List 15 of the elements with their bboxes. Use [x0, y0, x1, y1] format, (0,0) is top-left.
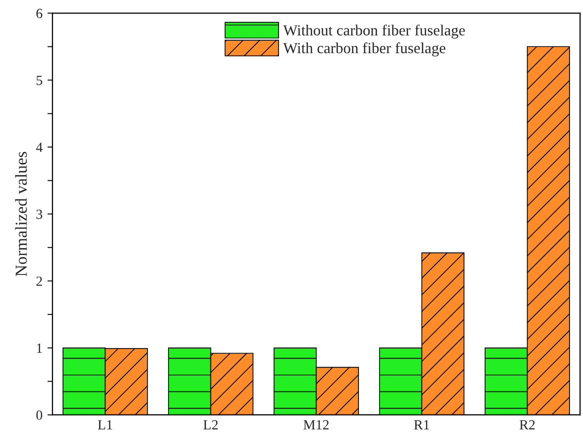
y-tick-label: 2 [36, 276, 42, 286]
x-tick-label: L1 [98, 420, 112, 430]
legend-label: With carbon fiber fuselage [283, 42, 446, 56]
x-tick-label: M12 [304, 420, 329, 430]
y-tick-label: 1 [37, 344, 42, 353]
x-tick-label: R2 [520, 420, 535, 430]
x-tick-label: R1 [414, 420, 430, 430]
y-tick-label: 4 [36, 142, 43, 152]
y-tick-label: 0 [36, 410, 42, 420]
y-tick-label: 5 [36, 76, 42, 86]
y-tick-label: 3 [36, 210, 42, 219]
y-tick-label: 6 [36, 8, 42, 18]
legend-label: Without carbon fiber fuselage [283, 24, 465, 39]
y-axis-title: Normalized values [15, 152, 27, 276]
x-tick-label: L2 [203, 420, 218, 430]
